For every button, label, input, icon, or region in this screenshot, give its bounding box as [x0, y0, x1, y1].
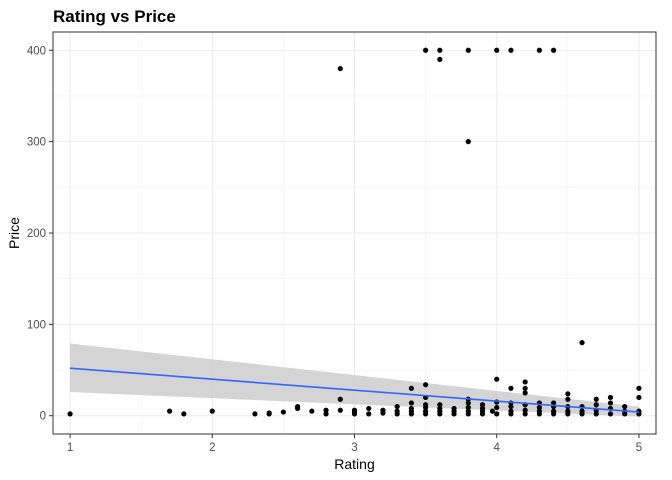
data-point — [607, 400, 614, 406]
data-point — [494, 47, 500, 53]
data-point — [565, 408, 571, 414]
data-point — [408, 400, 414, 406]
data-point — [565, 391, 571, 397]
y-axis-ticks: 0 100 200 300 400 — [27, 45, 53, 423]
x-axis-ticks: 1 2 3 4 5 — [67, 434, 642, 454]
data-point — [593, 411, 599, 417]
data-point — [565, 396, 571, 402]
data-point — [323, 407, 329, 413]
data-point — [351, 407, 358, 413]
data-point — [337, 65, 343, 72]
data-point — [494, 376, 500, 382]
data-point — [465, 404, 471, 411]
data-point — [593, 402, 599, 408]
data-point — [522, 379, 528, 385]
data-point — [423, 402, 429, 408]
y-tick-label: 200 — [27, 228, 46, 240]
data-point — [593, 396, 599, 402]
data-point — [522, 385, 528, 391]
data-point — [522, 390, 528, 396]
data-point — [309, 408, 315, 414]
data-point — [423, 47, 429, 53]
data-point — [465, 408, 471, 414]
data-point — [536, 47, 542, 53]
data-point — [67, 411, 73, 417]
chart-title: Rating vs Price — [53, 7, 176, 26]
data-point — [479, 405, 486, 412]
data-points — [67, 47, 642, 417]
data-point — [636, 385, 642, 391]
data-point — [423, 382, 429, 388]
y-tick-label: 400 — [27, 45, 46, 57]
y-tick-label: 0 — [40, 411, 46, 423]
confidence-ribbon — [70, 343, 639, 417]
data-point — [266, 411, 272, 417]
data-point — [337, 396, 343, 402]
data-point — [636, 394, 642, 401]
data-point — [479, 402, 486, 408]
data-point — [252, 411, 258, 417]
data-point — [380, 407, 386, 413]
data-point — [167, 408, 173, 414]
data-point — [508, 47, 514, 53]
data-point — [622, 403, 628, 410]
data-point — [408, 405, 414, 412]
y-tick-label: 300 — [27, 137, 46, 149]
data-point — [209, 408, 215, 414]
data-point — [465, 400, 471, 406]
data-point — [181, 411, 187, 417]
data-point — [465, 47, 471, 53]
data-point — [607, 411, 614, 417]
data-point — [579, 340, 585, 346]
x-tick-label: 5 — [636, 442, 642, 454]
x-tick-label: 3 — [351, 442, 357, 454]
data-point — [494, 404, 500, 411]
trend-line — [70, 367, 639, 413]
data-point — [508, 408, 514, 414]
data-point — [451, 405, 457, 412]
confidence-ribbon-layer — [70, 343, 639, 417]
data-point — [280, 409, 286, 415]
data-point — [551, 408, 557, 414]
data-point — [551, 400, 557, 406]
data-point — [437, 405, 443, 412]
data-point — [337, 407, 343, 413]
x-tick-label: 4 — [494, 442, 501, 454]
data-point — [551, 47, 557, 53]
data-point — [508, 385, 514, 391]
data-point — [437, 56, 443, 63]
data-point — [536, 408, 542, 414]
data-point — [522, 411, 528, 417]
data-point — [423, 408, 429, 414]
data-point — [607, 394, 614, 401]
data-point — [394, 408, 400, 414]
data-point — [579, 408, 585, 414]
data-point — [489, 408, 496, 414]
x-tick-label: 2 — [209, 442, 215, 454]
y-tick-label: 100 — [27, 319, 46, 331]
x-tick-label: 1 — [67, 442, 73, 454]
data-point — [437, 47, 443, 53]
data-point — [408, 385, 414, 391]
trend-line-layer — [70, 367, 639, 413]
data-point — [508, 403, 514, 410]
x-axis-title: Rating — [334, 456, 374, 472]
data-point — [366, 405, 372, 412]
data-point — [494, 411, 500, 417]
data-point — [465, 139, 471, 145]
y-axis-title: Price — [6, 217, 22, 249]
data-point — [522, 407, 528, 413]
data-point — [323, 411, 329, 417]
data-point — [437, 402, 443, 408]
data-point — [295, 403, 301, 410]
data-point — [366, 411, 372, 417]
data-point — [394, 403, 400, 410]
data-point — [536, 404, 542, 411]
